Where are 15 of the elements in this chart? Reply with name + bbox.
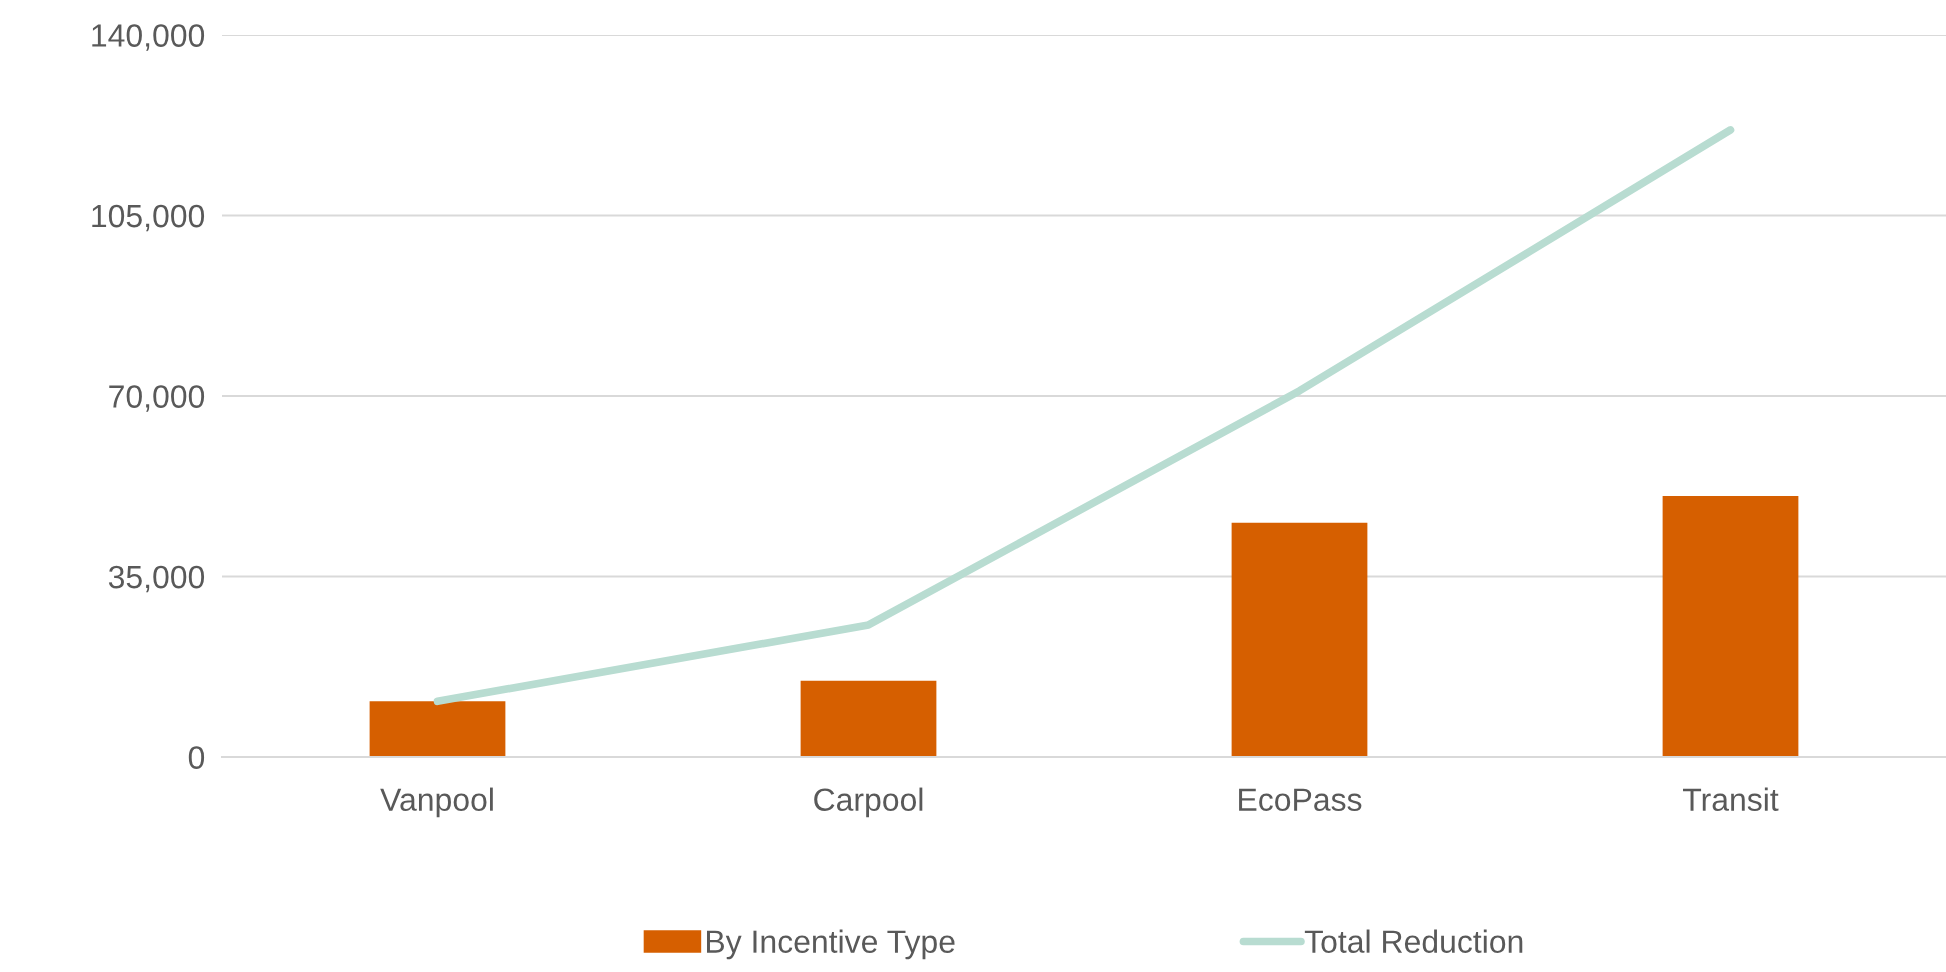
x-tick-label: EcoPass <box>1239 788 1362 812</box>
bar <box>1662 496 1799 757</box>
legend-label: Total Reduction <box>1304 929 1523 953</box>
bar <box>369 701 506 757</box>
x-tick-label: Carpool <box>814 787 923 818</box>
legend-label: By Incentive Type <box>707 929 955 960</box>
y-tick-label: 140,000 <box>92 24 205 51</box>
y-tick-label: 35,000 <box>108 565 205 593</box>
x-tick-label: Transit <box>1683 787 1779 812</box>
bar <box>1231 522 1368 757</box>
bar <box>800 680 937 757</box>
x-tick-label: Vanpool <box>380 787 493 818</box>
y-tick-label: 105,000 <box>92 204 205 232</box>
y-tick-label: 70,000 <box>109 385 205 412</box>
y-tick-label: 0 <box>188 746 205 769</box>
